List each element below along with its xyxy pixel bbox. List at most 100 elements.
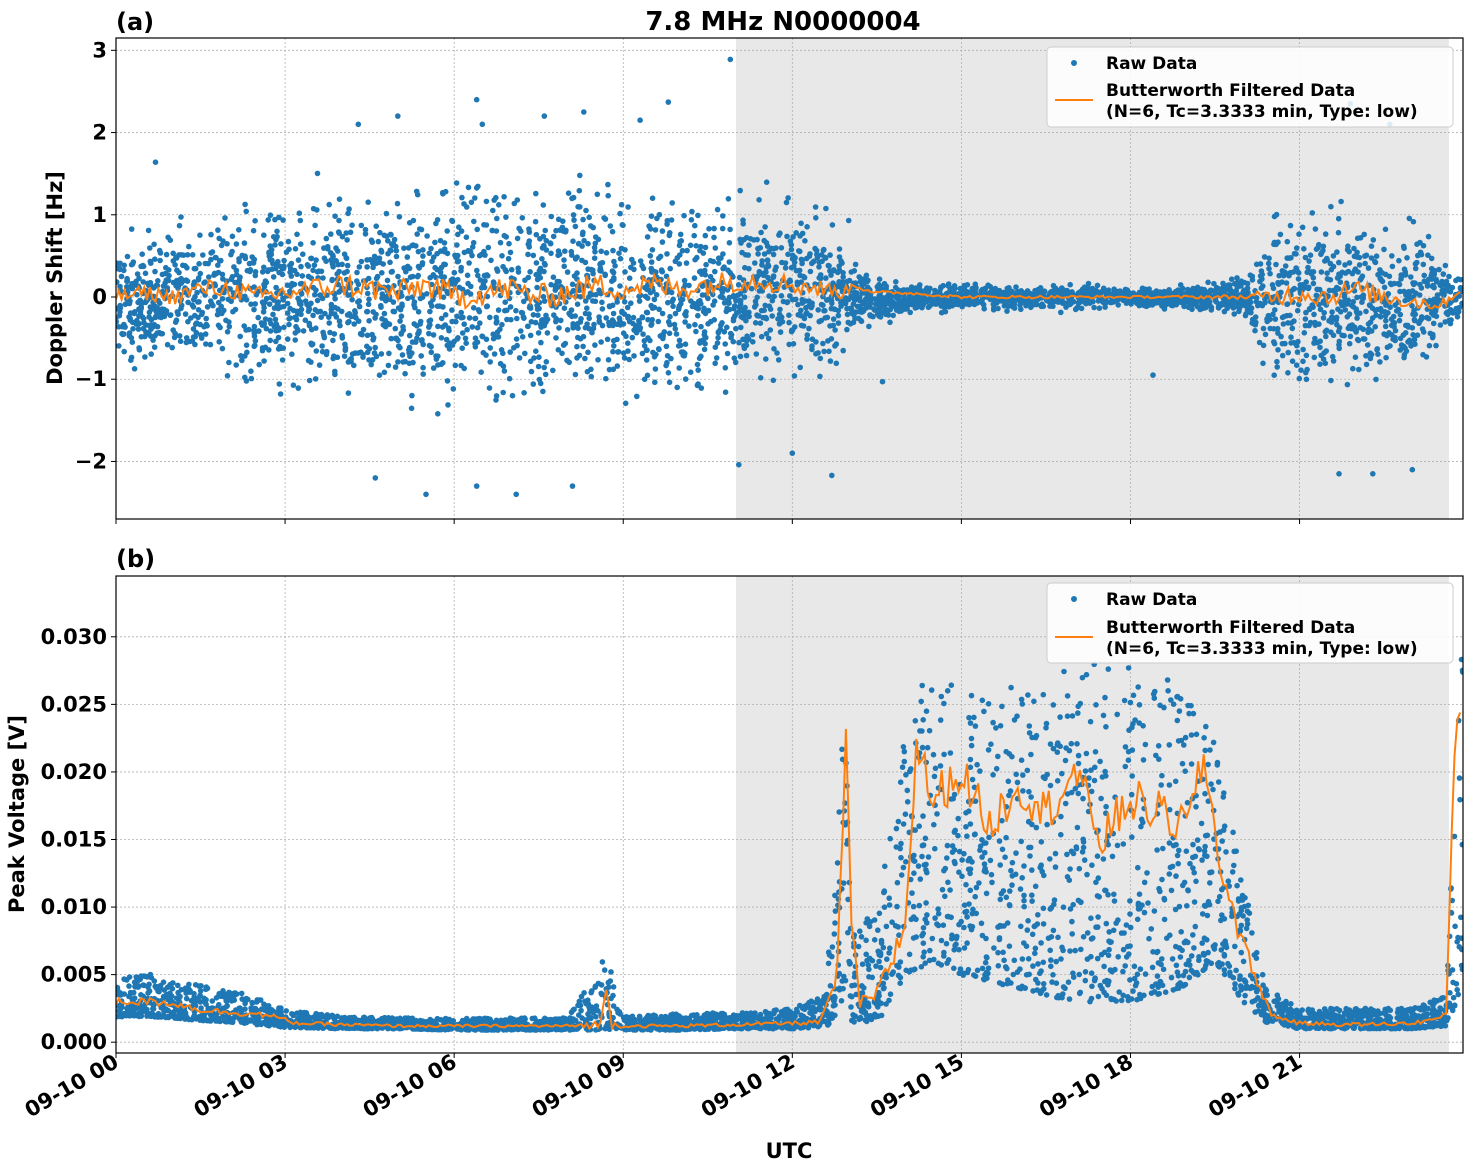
panel-a-raw-point: [692, 275, 698, 281]
panel-a-raw-point: [183, 311, 189, 317]
panel-b-raw-point: [921, 949, 927, 955]
panel-a-raw-point: [720, 226, 726, 232]
panel-b-raw-point: [1069, 931, 1075, 937]
panel-a-raw-point: [690, 304, 696, 310]
panel-a-raw-point: [652, 380, 658, 386]
panel-a-raw-point: [637, 320, 643, 326]
panel-a-raw-point: [676, 305, 682, 311]
panel-a-raw-point: [813, 215, 819, 221]
panel-a-raw-point: [1282, 341, 1288, 347]
panel-a-raw-point: [702, 347, 708, 353]
panel-a-raw-point: [1042, 289, 1048, 295]
panel-b-raw-point: [997, 838, 1003, 844]
panel-a-raw-point: [1287, 313, 1293, 319]
panel-a-raw-outlier: [581, 109, 587, 115]
panel-a-raw-point: [363, 227, 369, 233]
panel-a-raw-point: [683, 376, 689, 382]
panel-a-raw-point: [1321, 315, 1327, 321]
panel-a-raw-point: [1430, 334, 1436, 340]
panel-a-raw-point: [1317, 345, 1323, 351]
panel-a-raw-point: [400, 324, 406, 330]
panel-a-raw-point: [541, 234, 547, 240]
panel-a-raw-point: [213, 255, 219, 261]
panel-a-raw-point: [1271, 286, 1277, 292]
panel-a-raw-point: [326, 320, 332, 326]
panel-a-raw-point: [573, 224, 579, 230]
panel-b-raw-point: [939, 938, 945, 944]
panel-a-raw-point: [531, 253, 537, 259]
panel-a-raw-point: [887, 320, 893, 326]
panel-a-raw-point: [623, 334, 629, 340]
panel-a-raw-point: [692, 322, 698, 328]
panel-a-raw-point: [365, 309, 371, 315]
panel-a-raw-point: [695, 213, 701, 219]
panel-a-raw-point: [370, 337, 376, 343]
panel-a-raw-point: [595, 357, 601, 363]
panel-a-raw-point: [429, 259, 435, 265]
panel-a-raw-point: [1321, 310, 1327, 316]
panel-a-raw-point: [664, 344, 670, 350]
panel-a-raw-point: [1312, 355, 1318, 361]
panel-a-raw-point: [1257, 340, 1263, 346]
panel-a-raw-point: [1304, 377, 1310, 383]
panel-a-raw-point: [533, 191, 539, 197]
panel-a-raw-point: [566, 360, 572, 366]
panel-a-raw-point: [660, 239, 666, 245]
panel-a-raw-point: [402, 371, 408, 377]
panel-a-raw-point: [1302, 330, 1308, 336]
panel-a-raw-point: [696, 306, 702, 312]
panel-a-raw-point: [244, 342, 250, 348]
panel-a-raw-point: [1383, 324, 1389, 330]
panel-a-raw-point: [155, 305, 161, 311]
panel-a-raw-point: [525, 324, 531, 330]
panel-b-raw-point: [894, 904, 900, 910]
panel-a-raw-point: [251, 228, 257, 234]
panel-a-raw-point: [474, 227, 480, 233]
panel-a-raw-point: [437, 303, 443, 309]
panel-a-raw-point: [132, 366, 138, 372]
panel-a-raw-outlier: [1150, 372, 1156, 378]
panel-a-raw-point: [664, 251, 670, 257]
panel-a-raw-point: [428, 246, 434, 252]
panel-a-raw-point: [762, 224, 768, 230]
panel-a-raw-point: [487, 385, 493, 391]
panel-a-raw-point: [345, 292, 351, 298]
panel-a-raw-point: [284, 249, 290, 255]
panel-a-raw-point: [566, 311, 572, 317]
panel-a-raw-point: [1259, 268, 1265, 274]
panel-a-raw-point: [781, 299, 787, 305]
panel-a-raw-point: [727, 240, 733, 246]
panel-a-raw-point: [518, 328, 524, 334]
panel-a-raw-point: [598, 249, 604, 255]
panel-a-raw-point: [634, 394, 640, 400]
panel-a-raw-point: [597, 268, 603, 274]
panel-a-raw-point: [1398, 272, 1404, 278]
panel-a-raw-point: [1091, 305, 1097, 311]
panel-a-raw-point: [378, 304, 384, 310]
panel-a-raw-point: [1377, 276, 1383, 282]
panel-a-raw-point: [1284, 302, 1290, 308]
panel-a-raw-point: [1295, 349, 1301, 355]
panel-a-raw-point: [1281, 273, 1287, 279]
panel-a-raw-point: [387, 260, 393, 266]
panel-a-raw-point: [237, 278, 243, 284]
panel-a-raw-point: [346, 359, 352, 365]
panel-a-raw-point: [1413, 266, 1419, 272]
panel-a-raw-point: [534, 260, 540, 266]
panel-a-raw-point: [248, 301, 254, 307]
panel-a-raw-point: [355, 350, 361, 356]
panel-a-raw-point: [774, 350, 780, 356]
panel-a-raw-point: [294, 232, 300, 238]
panel-a-raw-point: [716, 255, 722, 261]
panel-a-raw-point: [1339, 333, 1345, 339]
panel-a-raw-point: [966, 302, 972, 308]
panel-a-raw-point: [1272, 214, 1278, 220]
panel-a-raw-point: [804, 224, 810, 230]
panel-a-raw-point: [381, 295, 387, 301]
panel-a-raw-point: [450, 276, 456, 282]
panel-a-raw-point: [678, 232, 684, 238]
panel-a-raw-point: [1294, 245, 1300, 251]
panel-b-raw-point: [902, 759, 908, 765]
panel-a-raw-point: [1354, 295, 1360, 301]
